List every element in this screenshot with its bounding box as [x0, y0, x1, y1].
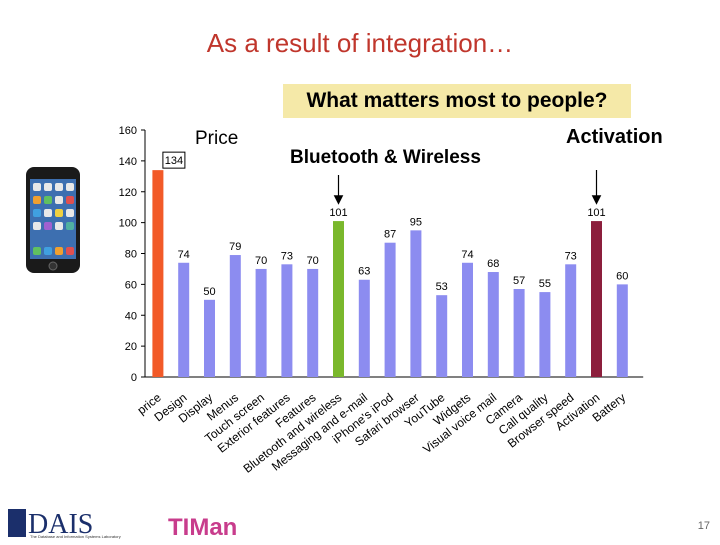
phone-icon [26, 167, 80, 273]
bar-value-label: 87 [384, 229, 396, 241]
bar [281, 264, 293, 377]
bar-value-label: 68 [487, 258, 499, 270]
timan-logo: TIMan [168, 514, 237, 540]
bar [513, 289, 525, 377]
y-tick-label: 160 [119, 125, 137, 137]
callout-activation: Activation [566, 126, 663, 148]
bar-value-label: 70 [255, 255, 267, 267]
y-tick-label: 100 [119, 218, 137, 230]
chart-subtitle: What matters most to people? [283, 84, 631, 118]
dais-logo-mark [8, 509, 26, 537]
bar [204, 299, 215, 377]
slide-title: As a result of integration… [206, 28, 514, 58]
y-tick-label: 120 [119, 187, 137, 199]
footer-logos: DAIS The Database and Information System… [0, 505, 240, 541]
bar [152, 170, 164, 377]
dais-logo-text: DAIS [28, 509, 93, 540]
bar [178, 262, 190, 377]
y-tick-label: 60 [125, 279, 137, 291]
bar [384, 242, 396, 377]
bar-value-label: 101 [587, 207, 605, 219]
bar-value-label: 63 [358, 266, 370, 278]
bar-value-label: 101 [329, 207, 347, 219]
callout-price: Price [195, 128, 239, 149]
bar-value-label: 134 [165, 155, 183, 167]
bar [616, 284, 628, 377]
price-label-box [162, 151, 186, 169]
bar [565, 264, 577, 377]
bar-value-label: 73 [565, 250, 577, 262]
bar [436, 295, 448, 377]
bar [487, 272, 499, 377]
y-tick-label: 20 [125, 341, 137, 353]
callout-bluetooth: Bluetooth & Wireless [290, 147, 481, 168]
bar [255, 268, 267, 377]
bar [229, 255, 241, 377]
bar-value-label: 70 [307, 255, 319, 267]
bar-value-label: 55 [539, 278, 551, 290]
y-tick-label: 80 [125, 249, 137, 261]
bar [410, 230, 422, 377]
bar-value-label: 74 [178, 249, 190, 261]
y-tick-label: 140 [119, 156, 137, 168]
bar-value-label: 53 [436, 281, 448, 293]
y-tick-label: 40 [125, 310, 137, 322]
bar [333, 221, 344, 377]
bar-value-label: 74 [461, 249, 473, 261]
bar [591, 221, 602, 377]
bar [307, 268, 319, 377]
bar-value-label: 57 [513, 275, 525, 287]
bar [358, 279, 370, 377]
bar-value-label: 73 [281, 250, 293, 262]
bar-value-label: 50 [203, 286, 215, 298]
bar-value-label: 79 [229, 241, 241, 253]
bar-value-label: 95 [410, 216, 422, 228]
y-tick-label: 0 [131, 372, 137, 384]
bar [462, 262, 473, 377]
bar [539, 292, 551, 377]
dais-logo-subtext: The Database and Information Systems Lab… [30, 534, 121, 539]
bar-value-label: 60 [616, 270, 628, 282]
page-number: 17 [697, 520, 710, 532]
